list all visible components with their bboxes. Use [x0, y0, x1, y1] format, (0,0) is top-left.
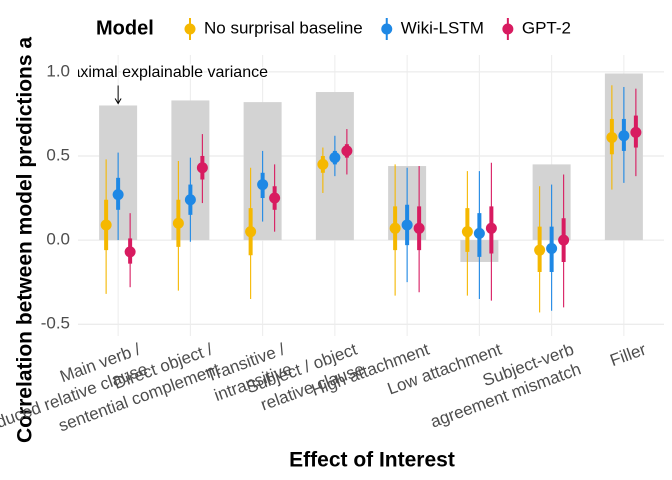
- y-tick-label: 1.0: [46, 61, 70, 80]
- point: [184, 194, 196, 206]
- point: [269, 192, 281, 204]
- point: [196, 162, 208, 174]
- point: [329, 152, 341, 164]
- legend-key-point: [381, 23, 393, 35]
- point: [606, 131, 618, 143]
- point: [413, 222, 425, 234]
- legend-key-point: [502, 23, 514, 35]
- legend-label: GPT-2: [522, 18, 571, 37]
- point: [401, 219, 413, 231]
- point: [100, 219, 112, 231]
- x-axis-title: Effect of Interest: [289, 449, 455, 472]
- y-axis-title: Correlation between model predictions a: [14, 37, 37, 443]
- point: [257, 179, 269, 191]
- point: [172, 217, 184, 229]
- grid: [78, 55, 664, 336]
- point: [534, 244, 546, 256]
- y-tick-label: 0.0: [46, 230, 70, 249]
- point: [245, 226, 257, 238]
- point: [558, 234, 570, 246]
- point: [485, 222, 497, 234]
- annotation-arrowhead: [114, 98, 122, 105]
- point: [473, 227, 485, 239]
- legend-label: Wiki-LSTM: [401, 18, 484, 37]
- point: [461, 226, 473, 238]
- point: [112, 189, 124, 201]
- point: [546, 243, 558, 255]
- plot-area: Maximal explainable variance: [58, 63, 643, 262]
- legend-label: No surprisal baseline: [204, 18, 363, 37]
- x-tick-label: Filler: [608, 340, 649, 371]
- legend-title: Model: [96, 17, 154, 39]
- point: [341, 145, 353, 157]
- point: [389, 222, 401, 234]
- point: [618, 130, 630, 142]
- y-tick-label: -0.5: [41, 314, 70, 333]
- y-tick-label: 0.5: [46, 145, 70, 164]
- legend-key-point: [184, 23, 196, 35]
- point: [317, 158, 329, 170]
- point: [124, 246, 136, 258]
- point: [630, 126, 642, 138]
- annotation-text-halo: Maximal explainable variance: [58, 64, 268, 81]
